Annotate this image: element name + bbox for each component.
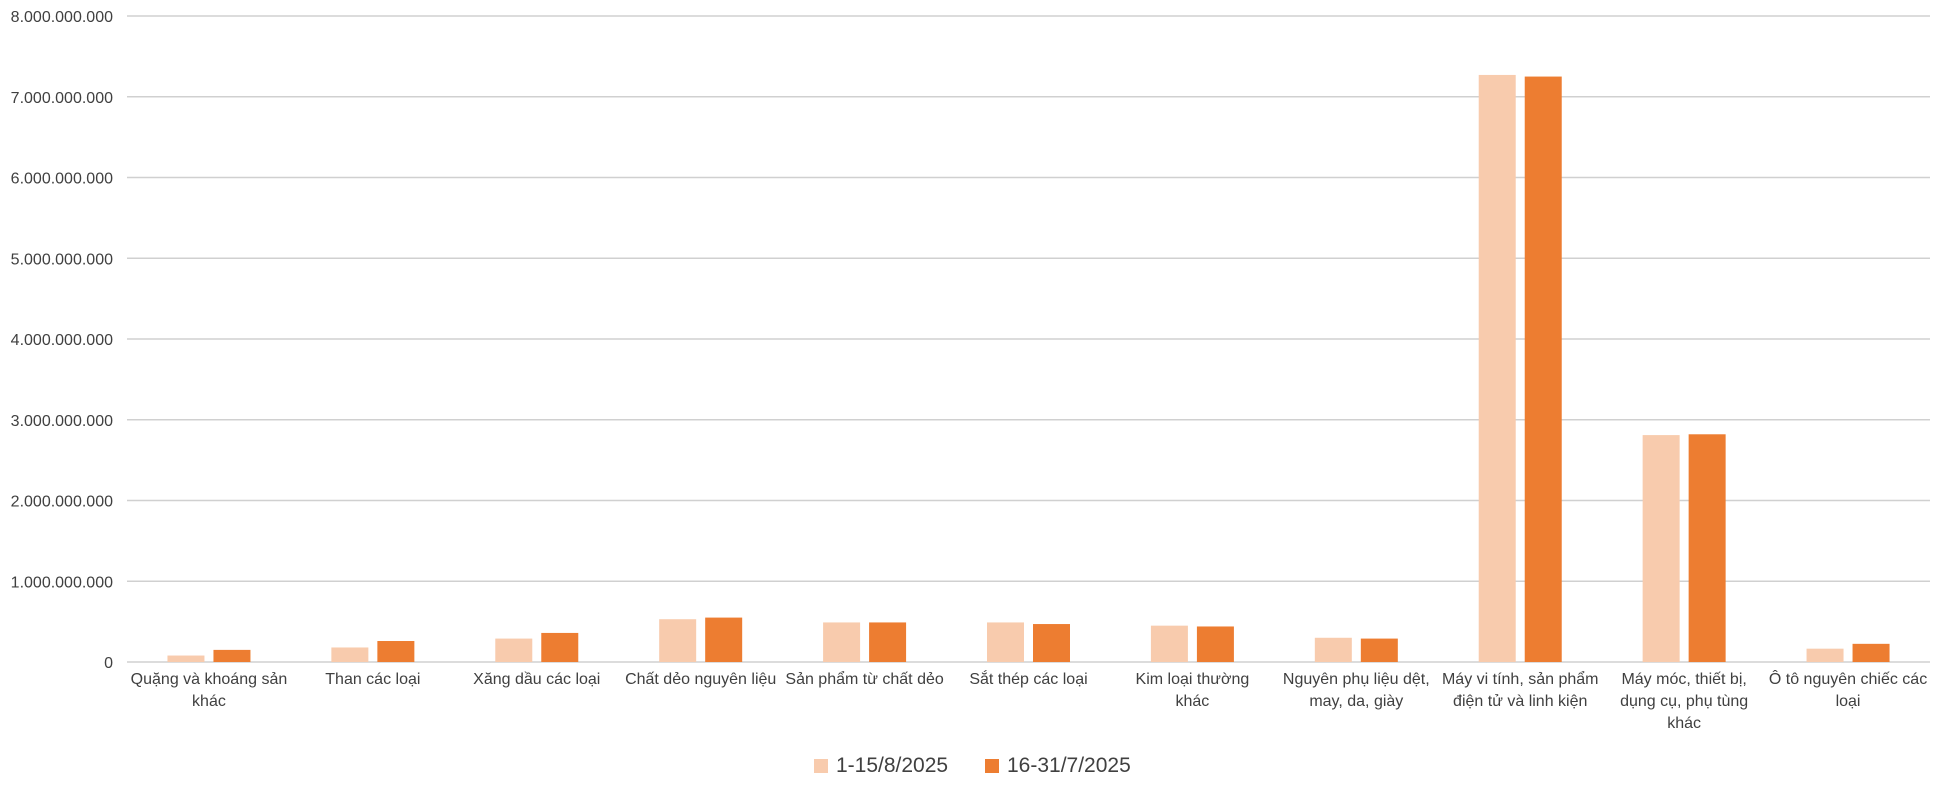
- x-category-label: Sắt thép các loại: [969, 669, 1087, 688]
- bar-series-2: [705, 617, 743, 662]
- x-category-label: Máy vi tính, sản phẩm điện tử và linh kiệ…: [1442, 670, 1599, 710]
- x-category-label: Sản phẩm từ chất dẻo: [785, 670, 943, 688]
- x-category-label-line: Máy vi tính, sản phẩm: [1442, 670, 1599, 688]
- x-category-label-line: khác: [192, 693, 226, 710]
- bar-series-1: [987, 622, 1024, 662]
- bar-series-2: [541, 632, 579, 662]
- y-tick-label: 5.000.000.000: [11, 251, 113, 268]
- y-tick-label: 3.000.000.000: [11, 413, 113, 430]
- bar-series-1: [823, 622, 861, 662]
- x-category-label: Xăng dầu các loại: [473, 671, 600, 688]
- x-category-label: Than các loại: [325, 671, 420, 688]
- legend-label: 16-31/7/2025: [1007, 754, 1131, 777]
- x-category-label: Quặng và khoáng sản khác: [131, 671, 288, 710]
- bar-series-2: [1524, 76, 1562, 662]
- x-category-label-line: Ô tô nguyên chiếc các: [1769, 669, 1927, 688]
- bar-series-1: [1150, 625, 1188, 662]
- y-tick-label: 0: [104, 655, 113, 672]
- legend-label: 1-15/8/2025: [836, 754, 948, 777]
- bar-series-1: [1806, 648, 1844, 662]
- bar-series-2: [213, 649, 251, 662]
- bar-series-2: [1688, 434, 1726, 662]
- y-tick-label: 1.000.000.000: [11, 574, 113, 591]
- bar-series-1: [1478, 74, 1516, 662]
- x-category-label-line: may, da, giày: [1309, 693, 1403, 710]
- y-tick-label: 4.000.000.000: [11, 332, 113, 349]
- y-tick-label: 6.000.000.000: [11, 171, 113, 188]
- x-category-label-line: Chất dẻo nguyên liệu: [625, 671, 776, 688]
- x-category-label: Ô tô nguyên chiếc các loại: [1769, 669, 1927, 710]
- x-category-label-line: Nguyên phụ liệu dệt,: [1283, 671, 1430, 688]
- legend-swatch: [814, 759, 828, 773]
- x-category-label-line: điện tử và linh kiện: [1453, 693, 1587, 710]
- x-category-label: Máy móc, thiết bị, dụng cụ, phụ tùng khác: [1620, 671, 1748, 732]
- bar-series-2: [869, 622, 907, 662]
- x-category-label: Chất dẻo nguyên liệu: [625, 671, 776, 688]
- bar-series-2: [1360, 638, 1398, 662]
- x-category-label-line: dụng cụ, phụ tùng: [1620, 693, 1748, 710]
- gridlines: [127, 15, 1930, 663]
- x-category-label: Nguyên phụ liệu dệt, may, da, giày: [1283, 671, 1430, 710]
- bar-series-2: [1033, 624, 1070, 662]
- bar-series-1: [495, 638, 533, 662]
- bar-series-2: [1852, 643, 1890, 662]
- y-axis-tick-labels: 0 1.000.000.000 2.000.000.000 3.000.000.000…: [11, 9, 113, 672]
- x-category-label: Kim loại thường khác: [1136, 671, 1250, 710]
- bar-series-1: [1314, 637, 1352, 662]
- x-category-label-line: Xăng dầu các loại: [473, 671, 600, 688]
- x-category-label-line: khác: [1176, 693, 1210, 710]
- bar-series-1: [331, 647, 369, 662]
- x-axis-category-labels: Quặng và khoáng sản khác Than các loại Xăng…: [131, 669, 1928, 732]
- x-category-label-line: Sắt thép các loại: [969, 669, 1087, 688]
- x-category-label-line: Quặng và khoáng sản: [131, 671, 288, 688]
- x-category-label-line: Kim loại thường: [1136, 671, 1250, 688]
- bar-series-1: [1642, 435, 1680, 662]
- y-tick-label: 7.000.000.000: [11, 90, 113, 107]
- legend: 1-15/8/2025 16-31/7/2025: [814, 754, 1131, 777]
- legend-swatch: [985, 759, 999, 773]
- bars: [167, 74, 1890, 662]
- x-category-label-line: Sản phẩm từ chất dẻo: [785, 670, 943, 688]
- y-tick-label: 8.000.000.000: [11, 9, 113, 26]
- bar-series-1: [167, 655, 205, 662]
- y-tick-label: 2.000.000.000: [11, 494, 113, 511]
- x-category-label-line: Than các loại: [325, 671, 420, 688]
- x-category-label-line: khác: [1667, 715, 1701, 732]
- bar-series-2: [377, 641, 415, 662]
- bar-series-2: [1196, 626, 1234, 662]
- bar-series-1: [659, 619, 697, 662]
- x-category-label-line: loại: [1836, 693, 1861, 710]
- x-category-label-line: Máy móc, thiết bị,: [1621, 671, 1746, 688]
